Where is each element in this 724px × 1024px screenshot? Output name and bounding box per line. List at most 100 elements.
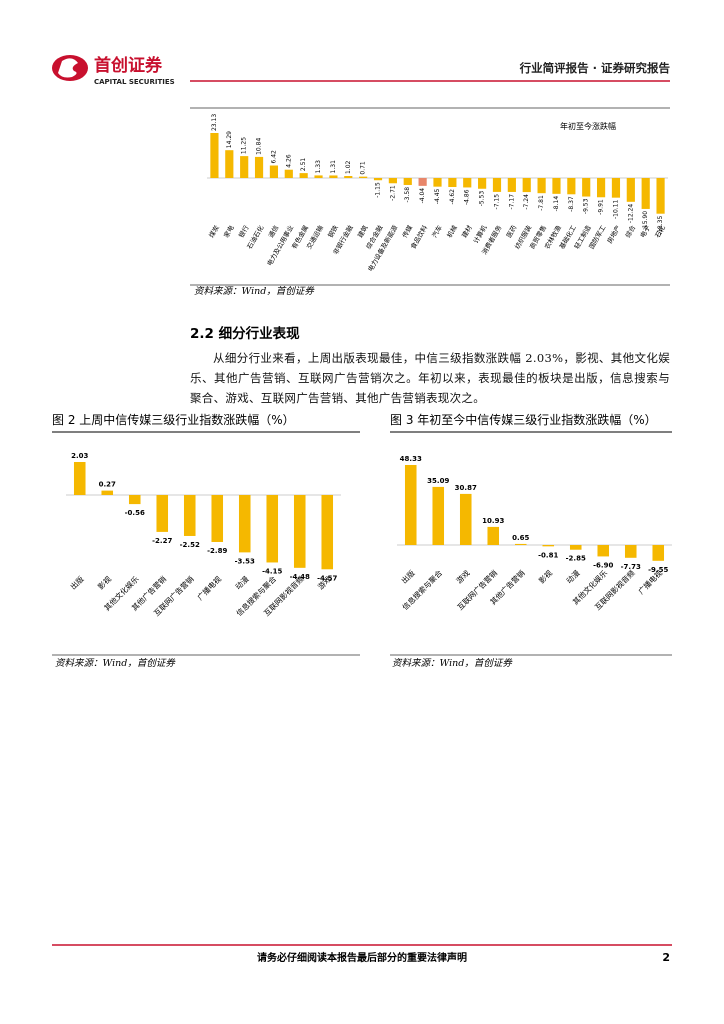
bar: [597, 545, 610, 557]
bar: [418, 178, 427, 186]
bar: [388, 178, 397, 184]
value-label: -2.27: [152, 537, 172, 545]
category-label: 建筑: [355, 223, 370, 239]
bar: [656, 178, 665, 214]
value-label: -9.91: [598, 199, 605, 215]
value-label: -7.17: [508, 194, 515, 210]
value-label: -7.73: [621, 563, 641, 571]
value-label: -8.14: [553, 196, 560, 212]
value-label: 1.02: [345, 160, 352, 174]
disclaimer: 请务必仔细阅读本报告最后部分的重要法律声明: [257, 951, 467, 964]
bar: [492, 178, 502, 192]
bar: [299, 173, 308, 178]
bar: [552, 178, 561, 194]
bar: [537, 178, 546, 194]
bar: [128, 495, 141, 505]
value-label: 11.25: [241, 137, 248, 154]
bar: [463, 178, 472, 188]
value-label: 23.13: [211, 114, 218, 131]
source-note: 资料来源：Wind，首创证券: [194, 285, 315, 297]
value-label: -7.24: [523, 194, 530, 210]
bar: [567, 178, 576, 195]
value-label: -2.52: [180, 541, 200, 549]
category-label: 动漫: [233, 573, 251, 591]
bar: [596, 178, 606, 198]
category-label: 广播电视: [195, 573, 224, 602]
value-label: -1.15: [375, 182, 382, 198]
value-label: -12.24: [627, 204, 634, 224]
value-label: 10.84: [256, 138, 263, 155]
section-heading: 2.2 细分行业表现: [190, 325, 300, 342]
category-label: 汽车: [430, 223, 445, 239]
category-label: 医药: [504, 223, 519, 239]
value-label: -5.53: [479, 191, 486, 207]
bar: [101, 490, 114, 495]
value-label: -2.85: [566, 555, 586, 563]
value-label: -4.15: [262, 567, 282, 575]
bar: [652, 545, 665, 561]
bar: [238, 495, 251, 553]
bar: [611, 178, 621, 198]
value-label: 4.26: [285, 154, 292, 168]
bar: [522, 178, 531, 193]
bar: [344, 176, 353, 178]
logo-cn: 首创证券: [94, 55, 163, 76]
bar: [542, 545, 555, 547]
value-label: -18.35: [657, 216, 664, 236]
bar: [240, 156, 249, 178]
bar: [459, 493, 472, 545]
bar: [507, 178, 516, 192]
value-label: 2.51: [300, 158, 307, 172]
value-label: -9.53: [583, 198, 590, 214]
bar: [626, 178, 635, 202]
category-label: 影视: [536, 567, 554, 585]
bar: [225, 150, 234, 178]
value-label: 10.93: [482, 517, 504, 525]
value-label: 0.27: [99, 481, 116, 489]
bar: [373, 178, 383, 181]
bar: [329, 175, 338, 178]
legend-label: 年初至今涨跌幅: [560, 121, 616, 131]
value-label: 35.09: [427, 477, 449, 485]
source-note: 资料来源：Wind，首创证券: [55, 657, 176, 669]
bar: [266, 495, 279, 563]
bar: [211, 495, 224, 542]
category-label: 银行: [236, 223, 251, 239]
category-label: 通信: [266, 223, 281, 239]
value-label: -6.90: [593, 561, 613, 569]
value-label: 2.03: [71, 452, 88, 460]
value-label: 0.71: [360, 161, 367, 175]
figure-title: 图 2 上周中信传媒三级行业指数涨跌幅（%）: [52, 412, 295, 427]
bar: [284, 169, 293, 178]
page-number: 2: [662, 951, 670, 964]
bar: [359, 176, 368, 178]
paragraph: 从细分行业来看，上周出版表现最佳，中信三级指数涨跌幅 2.03%，影视、其他文化…: [190, 351, 670, 405]
bar: [183, 495, 196, 536]
bar: [514, 543, 527, 545]
value-label: -3.53: [235, 557, 255, 565]
bar: [404, 465, 417, 545]
bar: [433, 178, 442, 187]
value-label: -10.11: [612, 199, 619, 219]
value-label: -8.37: [568, 196, 575, 212]
bar: [624, 545, 637, 558]
bar: [432, 486, 445, 545]
value-label: 6.42: [270, 150, 277, 164]
bar: [582, 178, 591, 197]
value-label: -0.81: [538, 551, 558, 559]
category-label: 影视: [95, 573, 113, 591]
category-label: 游戏: [454, 567, 472, 585]
value-label: -4.45: [434, 188, 441, 204]
bar: [210, 133, 219, 178]
report-type: 行业简评报告 · 证券研究报告: [519, 61, 671, 75]
value-label: -4.86: [464, 189, 471, 205]
category-label: 出版: [68, 573, 86, 591]
category-label: 综合: [623, 223, 638, 239]
value-label: -4.57: [317, 574, 337, 582]
category-label: 钢铁: [326, 223, 341, 239]
logo-icon: [52, 55, 88, 81]
category-label: 动漫: [564, 567, 582, 585]
value-label: -7.15: [493, 194, 500, 210]
bar: [487, 526, 500, 545]
value-label: 14.29: [226, 131, 233, 148]
